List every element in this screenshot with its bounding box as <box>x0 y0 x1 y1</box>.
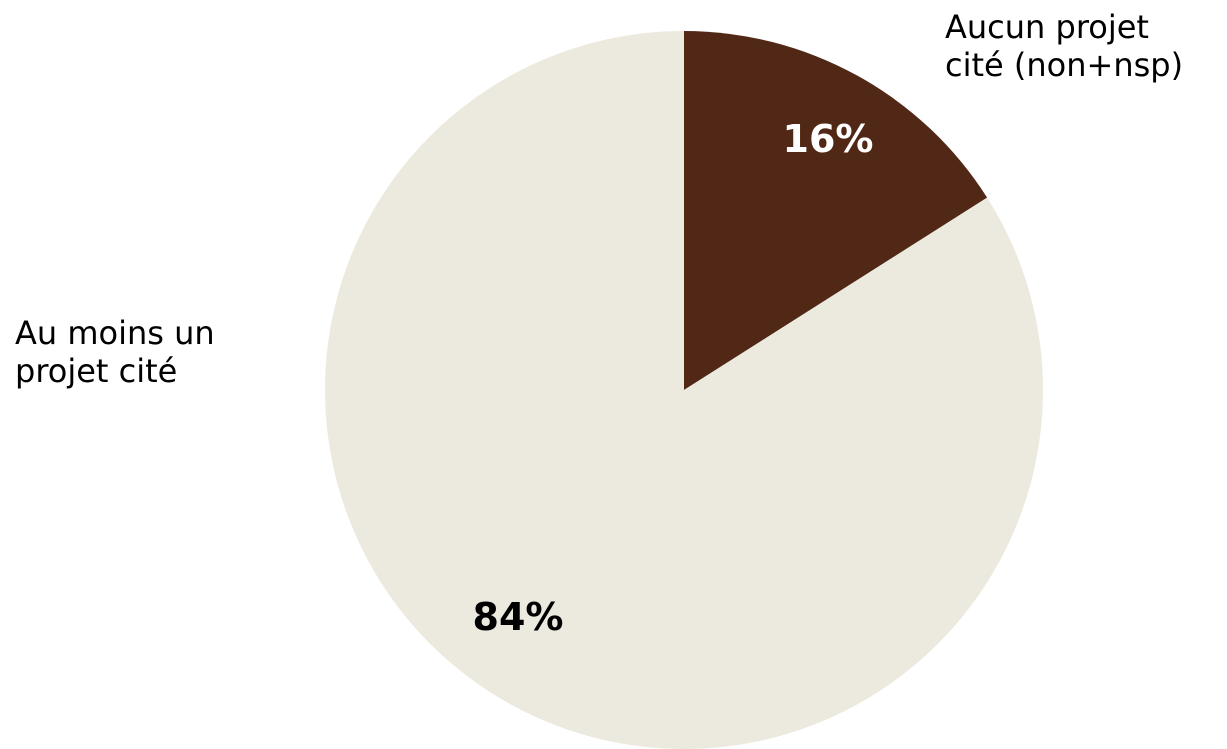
pie-value-label-aucun-projet-cit-non-nsp: 16% <box>783 117 874 161</box>
pie-slice-au-moins-un-projet-cit <box>324 31 1043 749</box>
pie-slice-aucun-projet-cit-non-nsp <box>684 31 988 390</box>
pie-category-label-aucun-projet-cit-non-nsp: Aucun projet cité (non+nsp) <box>945 8 1183 84</box>
pie-category-label-line: projet cité <box>15 352 177 390</box>
pie-value-label-au-moins-un-projet-cit: 84% <box>473 595 564 639</box>
pie-category-label-line: cité (non+nsp) <box>945 46 1183 84</box>
pie-category-label-au-moins-un-projet-cit: Au moins un projet cité <box>15 314 215 390</box>
pie-category-label-line: Au moins un <box>15 314 215 352</box>
pie-category-label-line: Aucun projet <box>945 8 1149 46</box>
